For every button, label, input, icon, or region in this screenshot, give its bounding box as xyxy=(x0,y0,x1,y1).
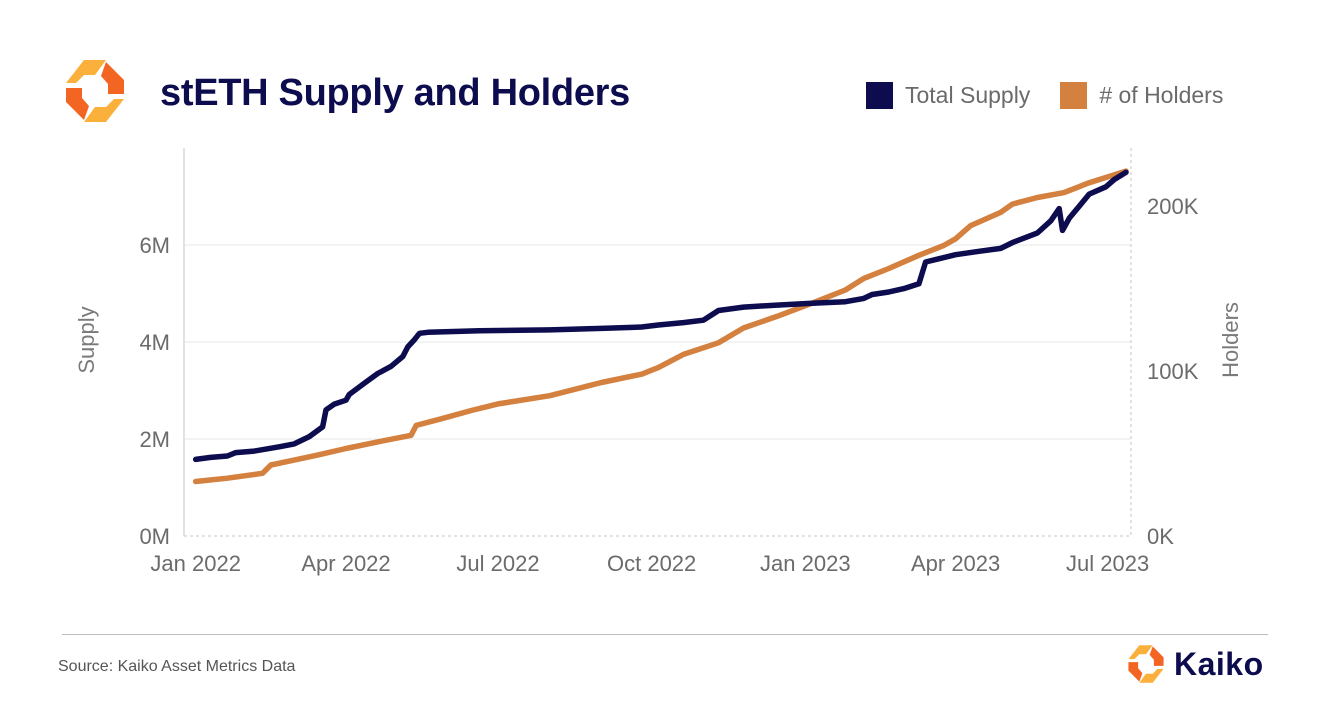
holders-line xyxy=(192,168,1129,485)
kaiko-logo-icon xyxy=(66,60,124,122)
kaiko-brand-icon xyxy=(1128,645,1164,683)
brand-logo-piece-right xyxy=(1149,646,1164,666)
chart-legend: Total Supply # of Holders xyxy=(866,82,1253,109)
legend-item-holders: # of Holders xyxy=(1060,82,1223,109)
y-left-axis-title: Supply xyxy=(74,306,99,373)
legend-item-supply: Total Supply xyxy=(866,82,1030,109)
y-right-tick-label: 0K xyxy=(1147,524,1174,549)
x-tick-label: Apr 2023 xyxy=(911,551,1000,576)
source-note: Source: Kaiko Asset Metrics Data xyxy=(58,658,296,675)
brand-logo-piece-bottom xyxy=(1139,668,1164,683)
brand-logo-piece-top xyxy=(1128,645,1153,660)
logo-piece-bottom xyxy=(84,99,124,122)
line-chart: 0M 2M 4M 6M 0K 100K 200K Jan 2022 Apr 2022 Jul … xyxy=(74,148,1243,576)
left-axis-ticks: 0M 2M 4M 6M xyxy=(139,233,170,549)
logo-piece-right xyxy=(101,62,124,94)
legend-swatch-holders xyxy=(1060,82,1088,109)
x-tick-label: Jan 2022 xyxy=(150,551,241,576)
x-tick-label: Jul 2023 xyxy=(1066,551,1149,576)
y-left-tick-label: 6M xyxy=(139,233,170,258)
page-title: stETH Supply and Holders xyxy=(160,72,630,114)
y-right-tick-label: 100K xyxy=(1147,359,1199,384)
y-left-tick-label: 2M xyxy=(139,427,170,452)
supply-line xyxy=(192,169,1129,463)
series-lines xyxy=(192,168,1129,485)
brand-name: Kaiko xyxy=(1174,645,1264,682)
legend-swatch-supply xyxy=(866,82,893,109)
x-tick-label: Jan 2023 xyxy=(760,551,851,576)
grid-lines xyxy=(184,244,1131,440)
legend-label-holders: # of Holders xyxy=(1099,82,1224,108)
x-tick-label: Jul 2022 xyxy=(456,551,539,576)
x-axis-ticks: Jan 2022 Apr 2022 Jul 2022 Oct 2022 Jan 2023… xyxy=(150,551,1149,576)
x-tick-label: Apr 2022 xyxy=(301,551,390,576)
right-axis-ticks: 0K 100K 200K xyxy=(1147,194,1199,549)
legend-label-supply: Total Supply xyxy=(905,82,1031,108)
logo-piece-left xyxy=(66,88,89,120)
y-left-tick-label: 4M xyxy=(139,330,170,355)
footer-divider xyxy=(62,634,1268,635)
brand-logo-piece-left xyxy=(1128,662,1143,682)
y-left-tick-label: 0M xyxy=(139,524,170,549)
brand: Kaiko xyxy=(1126,644,1264,684)
logo-piece-top xyxy=(66,60,106,83)
x-tick-label: Oct 2022 xyxy=(607,551,696,576)
y-right-axis-title: Holders xyxy=(1218,302,1243,378)
y-right-tick-label: 200K xyxy=(1147,194,1199,219)
